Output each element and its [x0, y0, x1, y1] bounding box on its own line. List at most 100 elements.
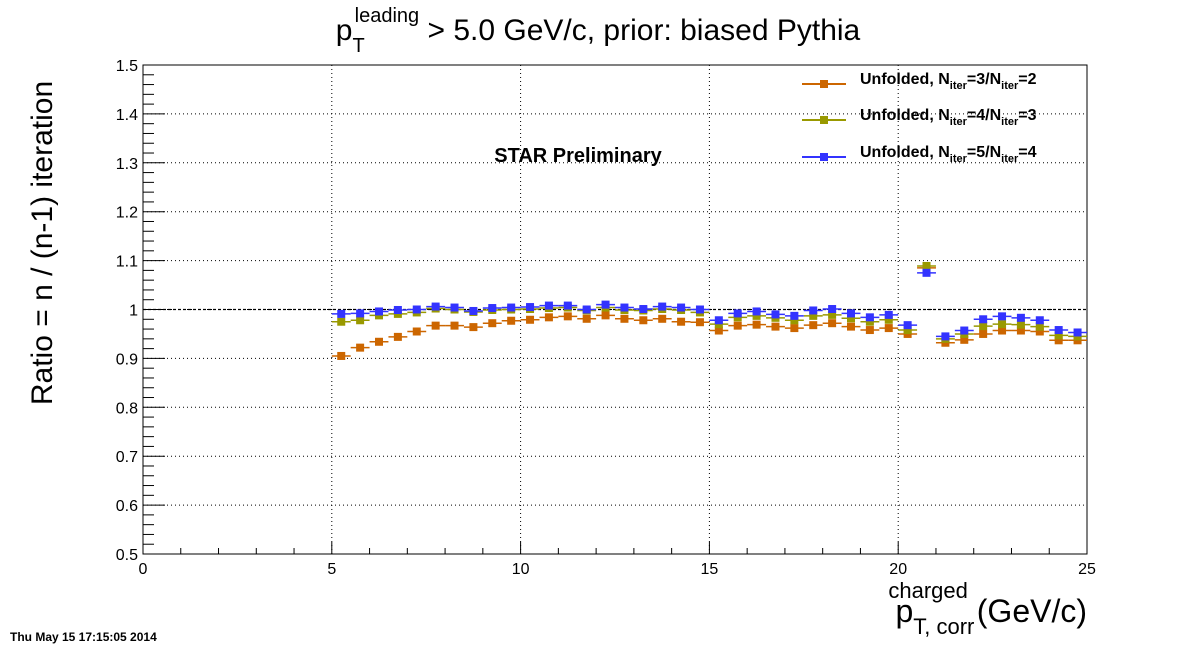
x-axis-label-sup: charged: [888, 578, 968, 603]
chart-title: pTleading > 5.0 GeV/c, prior: biased Pyt…: [336, 5, 861, 57]
data-point-marker: [979, 315, 988, 324]
data-point-marker: [733, 309, 742, 318]
data-point-marker: [639, 305, 648, 314]
data-point-marker: [507, 316, 516, 325]
data-point-marker: [847, 322, 855, 331]
data-point-marker: [375, 307, 383, 316]
data-point-marker: [752, 311, 761, 320]
legend-label-iter4: Unfolded, Niter=4/Niter=3: [860, 107, 1037, 128]
data-point-marker: [356, 309, 365, 318]
x-tick-label: 15: [701, 561, 719, 578]
data-point-marker: [998, 320, 1007, 329]
x-tick-label: 20: [889, 561, 907, 578]
legend: Unfolded, Niter=3/Niter=2 Unfolded, Nite…: [802, 71, 1037, 165]
y-tick-label: 1: [129, 303, 138, 320]
x-tick-label: 5: [327, 561, 336, 578]
data-point-marker: [620, 303, 629, 312]
data-point-marker: [1035, 316, 1044, 325]
data-point-marker: [658, 302, 667, 311]
data-point-marker: [412, 327, 421, 336]
data-point-marker: [507, 303, 516, 312]
series-5: [331, 268, 1087, 341]
x-tick-label: 10: [512, 561, 530, 578]
data-point-marker: [620, 314, 629, 323]
data-point-marker: [601, 311, 610, 320]
data-point-marker: [828, 310, 837, 319]
data-point-marker: [526, 315, 535, 324]
data-point-marker: [828, 319, 837, 328]
data-point-marker: [960, 326, 969, 335]
x-axis-label-p: p: [895, 593, 913, 629]
data-point-marker: [337, 317, 346, 326]
data-points: [331, 261, 1087, 360]
x-tick-label: 0: [139, 561, 148, 578]
data-point-marker: [1016, 326, 1025, 335]
data-point-marker: [790, 316, 799, 325]
data-point-marker: [790, 311, 799, 320]
legend-marker-iter5: [820, 153, 828, 161]
y-tick-label: 1.2: [116, 205, 138, 222]
data-point-marker: [922, 261, 931, 270]
data-point-marker: [450, 321, 459, 330]
data-point-marker: [960, 335, 969, 344]
data-point-marker: [771, 322, 780, 331]
data-point-marker: [337, 309, 346, 318]
data-point-marker: [337, 351, 346, 360]
data-point-marker: [658, 314, 667, 323]
data-point-marker: [677, 317, 686, 326]
data-point-marker: [1054, 326, 1063, 335]
data-point-marker: [1054, 336, 1063, 345]
legend-entry-iter4: Unfolded, Niter=4/Niter=3: [802, 107, 1037, 128]
data-point-marker: [865, 317, 874, 326]
data-point-marker: [752, 307, 761, 316]
data-point-marker: [563, 301, 572, 310]
legend-marker-iter4: [820, 116, 828, 124]
data-point-marker: [431, 302, 440, 311]
data-point-marker: [488, 304, 497, 313]
chart-title-p: p: [336, 14, 353, 47]
data-point-marker: [865, 313, 874, 322]
data-point-marker: [714, 316, 723, 325]
data-point-marker: [847, 309, 855, 318]
data-point-marker: [884, 324, 893, 333]
data-point-marker: [809, 321, 818, 330]
data-point-marker: [582, 305, 591, 314]
data-point-marker: [393, 332, 402, 341]
data-point-marker: [1016, 320, 1025, 329]
data-point-marker: [469, 306, 478, 315]
data-point-marker: [828, 305, 837, 314]
data-point-marker: [941, 332, 950, 341]
y-tick-label: 1.4: [116, 107, 138, 124]
data-point-marker: [903, 326, 912, 335]
data-point-marker: [733, 321, 742, 330]
data-point-marker: [695, 318, 704, 327]
data-point-marker: [639, 316, 648, 325]
data-point-marker: [469, 323, 478, 332]
data-point-marker: [884, 310, 893, 319]
data-point-marker: [752, 320, 761, 329]
data-point-marker: [771, 310, 780, 319]
data-point-marker: [526, 303, 535, 312]
data-point-marker: [884, 315, 893, 324]
chart-title-sup: leading: [355, 5, 420, 27]
chart-title-sub: T: [352, 35, 364, 57]
star-preliminary-label: STAR Preliminary: [494, 145, 662, 167]
data-point-marker: [450, 303, 459, 312]
data-point-marker: [393, 305, 402, 314]
legend-entry-iter3: Unfolded, Niter=3/Niter=2: [802, 71, 1037, 92]
y-tick-label: 0.9: [116, 351, 138, 368]
y-tick-label: 0.6: [116, 498, 138, 515]
data-point-marker: [1035, 327, 1044, 336]
x-axis-label-unit: (GeV/c): [968, 593, 1087, 629]
data-point-marker: [412, 305, 421, 314]
legend-marker-iter3: [820, 80, 828, 88]
x-axis-label-sub: T, corr: [913, 614, 974, 639]
data-point-marker: [714, 326, 723, 335]
data-point-marker: [809, 306, 818, 315]
data-point-marker: [1073, 328, 1082, 337]
y-tick-label: 1.5: [116, 58, 138, 75]
data-point-marker: [582, 314, 591, 323]
data-point-marker: [1035, 322, 1044, 331]
y-tick-label: 1.3: [116, 156, 138, 173]
